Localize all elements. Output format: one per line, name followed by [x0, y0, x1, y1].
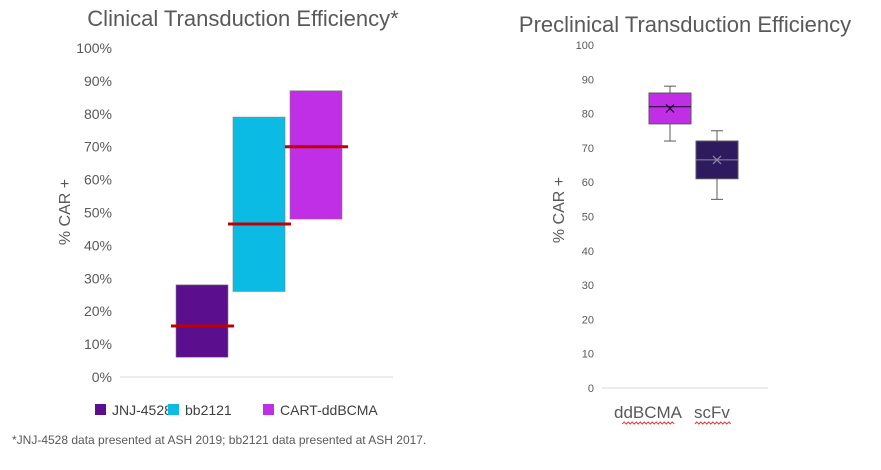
clinical-y-tick-label: 60% — [84, 172, 112, 188]
spellcheck-underline — [621, 421, 675, 425]
legend-swatch — [263, 404, 274, 415]
clinical-y-tick-label: 80% — [84, 106, 112, 122]
clinical-y-tick-label: 30% — [84, 270, 112, 286]
preclinical-y-tick-label: 20 — [582, 314, 594, 326]
clinical-bar-jnj-4528 — [175, 284, 229, 358]
preclinical-y-tick-label: 80 — [582, 109, 594, 121]
legend-label: bb2121 — [185, 402, 232, 418]
category-label: ddBCMA — [614, 403, 683, 422]
preclinical-y-tick-label: 70 — [582, 143, 594, 155]
preclinical-y-tick-label: 60 — [582, 177, 594, 189]
clinical-bar-bb2121 — [232, 116, 286, 292]
legend-label: CART-ddBCMA — [280, 402, 378, 418]
preclinical-y-tick-label: 90 — [582, 74, 594, 86]
legend-swatch — [95, 404, 106, 415]
category-label: scFv — [694, 403, 730, 422]
preclinical-y-tick-label: 50 — [582, 212, 594, 224]
footnote: *JNJ-4528 data presented at ASH 2019; bb… — [12, 433, 426, 447]
legend-label: JNJ-4528 — [112, 402, 172, 418]
clinical-y-tick-label: 90% — [84, 73, 112, 89]
box-mean-marker — [665, 104, 675, 113]
spellcheck-underline — [694, 421, 732, 425]
preclinical-y-tick-label: 30 — [582, 280, 594, 292]
clinical-y-tick-label: 50% — [84, 205, 112, 221]
preclinical-y-tick-label: 10 — [582, 349, 594, 361]
clinical-y-tick-label: 100% — [76, 40, 112, 56]
box-mean-marker — [712, 155, 722, 165]
legend-swatch — [168, 404, 179, 415]
clinical-bar-cart-ddbcma — [289, 90, 343, 220]
clinical-y-tick-label: 10% — [84, 336, 112, 352]
clinical-y-tick-label: 0% — [92, 369, 112, 385]
preclinical-y-axis-label: % CAR + — [551, 177, 568, 243]
preclinical-y-tick-label: 40 — [582, 246, 594, 258]
clinical-y-tick-label: 20% — [84, 303, 112, 319]
box-ddbcma — [648, 92, 692, 125]
clinical-y-tick-label: 70% — [84, 139, 112, 155]
clinical-y-axis-label: % CAR + — [57, 179, 74, 245]
preclinical-y-tick-label: 0 — [588, 383, 594, 395]
preclinical-y-tick-label: 100 — [576, 40, 594, 52]
preclinical-chart-title: Preclinical Transduction Efficiency — [519, 12, 851, 37]
clinical-chart-title: Clinical Transduction Efficiency* — [87, 6, 399, 31]
clinical-y-tick-label: 40% — [84, 237, 112, 253]
